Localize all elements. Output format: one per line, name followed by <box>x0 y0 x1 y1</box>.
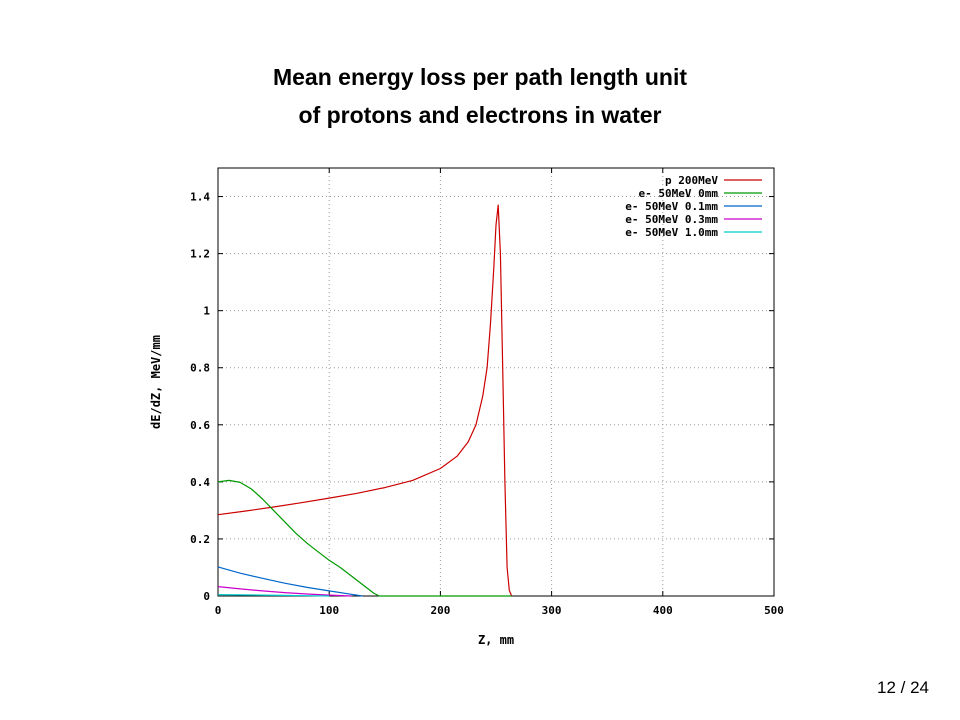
slide-title: Mean energy loss per path length unit of… <box>0 58 960 134</box>
y-tick-label: 1 <box>203 305 210 318</box>
series-layer <box>217 204 513 597</box>
title-line-1: Mean energy loss per path length unit <box>272 64 688 90</box>
legend-label-2: e- 50MeV 0.1mm <box>625 200 718 213</box>
title-line-2: of protons and electrons in water <box>298 102 662 128</box>
page-number: 12 / 24 <box>877 678 929 697</box>
y-tick-label: 0.4 <box>190 476 210 489</box>
x-tick-label: 200 <box>430 604 450 617</box>
y-tick-label: 1.2 <box>190 248 210 261</box>
legend-label-1: e- 50MeV 0mm <box>639 187 719 200</box>
legend-label-3: e- 50MeV 0.3mm <box>625 213 718 226</box>
x-axis-title: Z, mm <box>478 633 514 647</box>
y-axis-title: dE/dZ, MeV/mm <box>149 335 163 429</box>
x-tick-label: 100 <box>319 604 339 617</box>
series-line-1 <box>217 479 512 597</box>
y-tick-label: 0.8 <box>190 362 210 375</box>
x-tick-label: 500 <box>764 604 784 617</box>
y-tick-label: 1.4 <box>190 191 210 204</box>
series-line-0 <box>217 204 513 597</box>
legend-label-4: e- 50MeV 1.0mm <box>625 226 718 239</box>
legend-label-0: p 200MeV <box>665 174 718 187</box>
tick-layer: 0 100 200 300 400 500 0 0.2 0.4 0.6 0.8 1 1.2 1.4 <box>190 168 784 617</box>
series-line-2 <box>217 566 363 597</box>
grid-layer <box>218 168 774 596</box>
y-tick-label: 0 <box>203 590 210 603</box>
x-tick-label: 300 <box>542 604 562 617</box>
series-line-4 <box>217 594 330 597</box>
y-tick-label: 0.6 <box>190 419 210 432</box>
x-tick-label: 400 <box>653 604 673 617</box>
series-line-3 <box>217 586 352 597</box>
y-tick-label: 0.2 <box>190 533 210 546</box>
x-tick-label: 0 <box>215 604 222 617</box>
